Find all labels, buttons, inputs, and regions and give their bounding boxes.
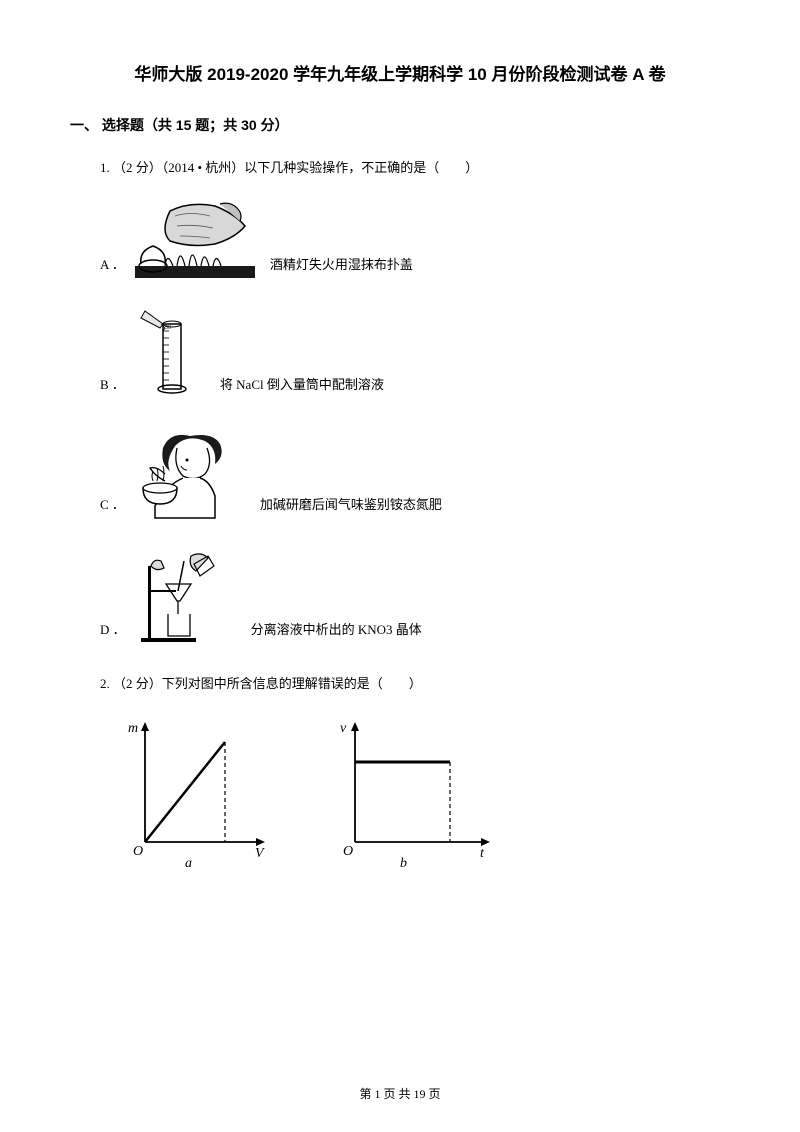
option-letter-d: D ． — [100, 620, 126, 646]
option-letter-c: C ． — [100, 495, 125, 521]
image-graduated-cylinder: 50 — [135, 306, 205, 401]
q1-option-d: D ． 分离溶液中析 — [100, 546, 730, 646]
image-person-smelling — [135, 426, 245, 521]
chart-a: m V O a — [120, 717, 270, 877]
q2-charts: m V O a v t — [120, 717, 730, 877]
chart-a-xlabel: V — [255, 846, 265, 861]
chart-b-sublabel: b — [400, 856, 407, 871]
option-letter-a: A ． — [100, 255, 125, 281]
q1-stem: 1. （2 分）（2014 • 杭州）以下几种实验操作，不正确的是（ ） — [100, 155, 730, 181]
chart-b-origin: O — [343, 844, 353, 859]
option-letter-b: B ． — [100, 375, 125, 401]
section-header: 一、 选择题（共 15 题；共 30 分） — [70, 115, 730, 135]
chart-a-sublabel: a — [185, 856, 192, 871]
chart-a-origin: O — [133, 844, 143, 859]
chart-b: v t O b — [330, 717, 495, 877]
option-text-b: 将 NaCl 倒入量筒中配制溶液 — [220, 375, 384, 401]
option-text-c: 加碱研磨后闻气味鉴别铵态氮肥 — [260, 495, 442, 521]
page-container: 华师大版 2019-2020 学年九年级上学期科学 10 月份阶段检测试卷 A … — [0, 0, 800, 917]
chart-b-xlabel: t — [480, 846, 485, 861]
image-filtration-apparatus — [136, 546, 236, 646]
option-text-d: 分离溶液中析出的 KNO3 晶体 — [251, 620, 422, 646]
exam-title: 华师大版 2019-2020 学年九年级上学期科学 10 月份阶段检测试卷 A … — [70, 60, 730, 85]
q1-option-b: B ． 50 将 NaCl 倒入量筒中配 — [100, 306, 730, 401]
page-footer: 第 1 页 共 19 页 — [0, 1085, 800, 1102]
image-alcohol-lamp-fire — [135, 196, 255, 281]
q1-option-a: A ． 酒精灯失火用湿抹布扑盖 — [100, 196, 730, 281]
chart-a-ylabel: m — [128, 721, 138, 736]
option-text-a: 酒精灯失火用湿抹布扑盖 — [270, 255, 413, 281]
q1-option-c: C ． 加碱研磨后闻气味鉴别铵态氮肥 — [100, 426, 730, 521]
q2-stem: 2. （2 分）下列对图中所含信息的理解错误的是（ ） — [100, 671, 730, 697]
chart-b-ylabel: v — [340, 721, 347, 736]
svg-text:50: 50 — [165, 325, 171, 331]
